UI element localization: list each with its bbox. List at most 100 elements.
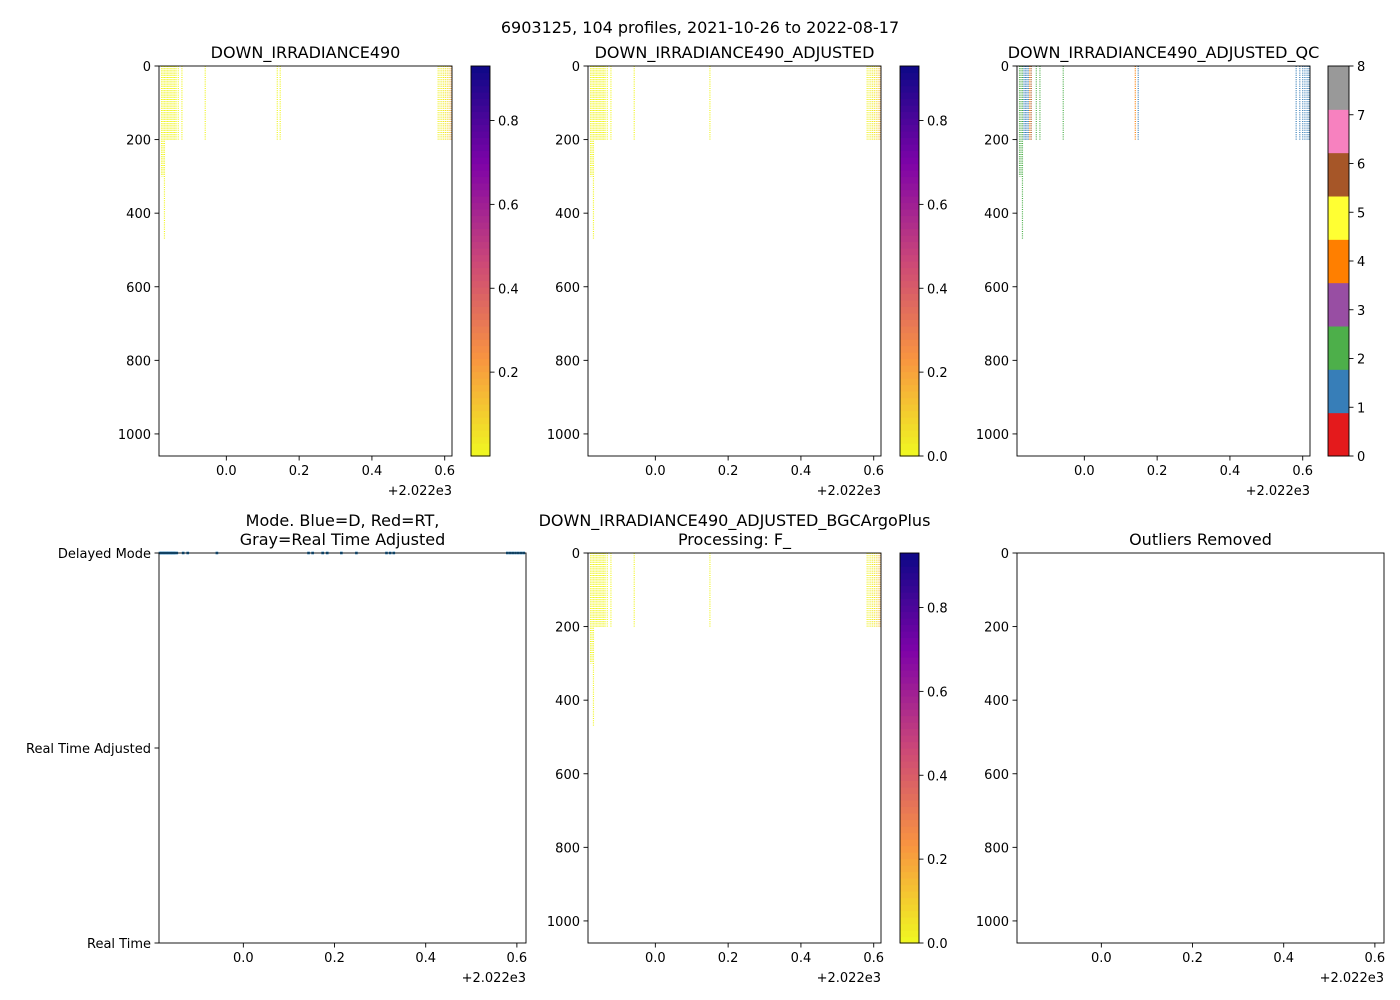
colorbar-segment [900,118,919,126]
colorbar-segment [900,170,919,178]
colorbar-segment [900,228,919,236]
colorbar-segment [471,248,490,256]
colorbar-segment [471,189,490,197]
y-tick-label: 600 [984,281,1009,296]
x-tick-label: 0.6 [434,464,455,479]
y-tick-label: Real Time [87,937,151,952]
colorbar-segment [900,800,919,808]
colorbar-segment [471,443,490,451]
colorbar-tick-label: 0.2 [498,366,519,381]
x-tick-label: 0.6 [1292,464,1313,479]
y-tick-label: 800 [555,354,580,369]
colorbar-segment [900,754,919,762]
p3-title: DOWN_IRRADIANCE490_ADJUSTED_QC [1008,43,1320,63]
colorbar-segment [471,235,490,243]
colorbar-segment [900,930,919,938]
colorbar-segment [471,345,490,353]
colorbar-segment [900,196,919,204]
y-tick-label: 1000 [547,428,580,443]
colorbar-segment [471,410,490,418]
colorbar-segment [900,618,919,626]
colorbar-segment [900,306,919,314]
colorbar-segment [471,144,490,152]
y-tick-label: 0 [572,60,580,75]
colorbar-segment [900,852,919,860]
p2-data [589,66,881,239]
y-tick-label: 800 [555,841,580,856]
colorbar-segment [900,624,919,632]
colorbar-tick-label: 0.4 [498,282,519,297]
colorbar-segment [900,910,919,918]
p5-data [589,553,881,726]
colorbar-segment [900,670,919,678]
p6-axes-frame [1016,552,1385,944]
p4-title: Mode. Blue=D, Red=RT, [246,511,440,530]
colorbar-segment [471,209,490,217]
colorbar-tick-label: 0.6 [498,198,519,213]
colorbar-segment [900,261,919,269]
colorbar-segment [471,371,490,379]
y-tick-label: 800 [984,354,1009,369]
y-tick-label: Real Time Adjusted [26,742,151,757]
p5-title: Processing: F_ [678,530,792,550]
colorbar-segment [900,605,919,613]
colorbar-segment [471,332,490,340]
colorbar-segment [900,592,919,600]
colorbar-segment [900,430,919,438]
p2-x-offset-label: +2.022e3 [817,484,881,499]
p3-axes-frame [1016,65,1311,457]
colorbar-segment [471,326,490,334]
x-tick-label: 0.4 [362,464,383,479]
colorbar-segment [471,137,490,145]
colorbar-segment [900,371,919,379]
colorbar-tick-label: 6 [1357,158,1365,173]
colorbar-tick-label: 0.2 [927,853,948,868]
colorbar-segment [471,280,490,288]
colorbar-segment [471,215,490,223]
colorbar-segment [900,878,919,886]
colorbar-segment [900,657,919,665]
p1-panel: DOWN_IRRADIANCE490 0.0 0.2 0.4 0.6 +2.022e3 0 2… [118,43,519,499]
p5-axes-frame [587,552,882,944]
colorbar-segment [900,683,919,691]
colorbar-segment [471,449,490,457]
figure-suptitle: 6903125, 104 profiles, 2021-10-26 to 202… [501,18,899,37]
colorbar-segment [471,85,490,93]
colorbar-segment [900,819,919,827]
colorbar-segment [471,397,490,405]
colorbar-segment [900,332,919,340]
colorbar-segment [1328,66,1349,110]
x-tick-label: 0.4 [791,464,812,479]
colorbar-tick-label: 1 [1357,401,1365,416]
colorbar-tick-label: 0.4 [927,282,948,297]
colorbar-segment [471,417,490,425]
colorbar-segment [900,702,919,710]
colorbar-segment [471,157,490,165]
y-tick-label: 200 [126,134,151,149]
y-tick-label: 400 [984,207,1009,222]
y-tick-label: 1000 [976,915,1009,930]
colorbar-segment [900,767,919,775]
colorbar-frame [899,65,920,457]
x-tick-label: 0.0 [645,464,666,479]
colorbar-segment [900,423,919,431]
colorbar-tick-label: 0 [1357,450,1365,465]
colorbar-segment [900,722,919,730]
colorbar-segment [471,202,490,210]
colorbar-segment [900,728,919,736]
p3-data [1018,66,1310,239]
p6-x-offset-label: +2.022e3 [1320,971,1384,986]
x-tick-label: 0.4 [415,951,436,966]
colorbar-segment [471,131,490,139]
y-tick-label: 600 [555,281,580,296]
colorbar-segment [900,378,919,386]
colorbar-segment [900,397,919,405]
colorbar-segment [900,917,919,925]
colorbar-segment [900,267,919,275]
y-tick-label: 1000 [118,428,151,443]
colorbar-segment [900,761,919,769]
colorbar-segment [471,404,490,412]
x-tick-label: 0.2 [1182,951,1203,966]
colorbar-tick-label: 0.8 [927,115,948,130]
colorbar-segment [900,189,919,197]
